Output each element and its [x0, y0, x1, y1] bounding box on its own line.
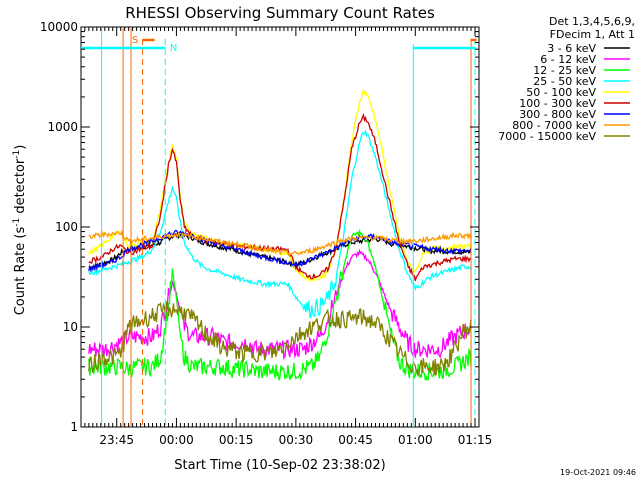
x-tick-label-6: 01:15 — [458, 433, 493, 447]
axes: 1 10 100 1000 10000 23:45 00:00 00:15 00:30 00:45… — [40, 20, 493, 447]
legend-label-2: 12 - 25 keV — [533, 64, 596, 77]
legend-label-8: 7000 - 15000 keV — [498, 130, 596, 143]
series-line-8 — [88, 300, 472, 376]
legend-label-7: 800 - 7000 keV — [512, 119, 596, 132]
saa-flag-label: S — [132, 35, 138, 46]
y-axis-label-exp1: -1 — [12, 218, 22, 227]
x-tick-label-3: 00:30 — [279, 433, 314, 447]
legend-label-5: 100 - 300 keV — [519, 97, 596, 110]
footer-date: 19-Oct-2021 09:46 — [560, 468, 636, 477]
y-axis-label-exp2: -1 — [12, 150, 22, 159]
legend-label-3: 25 - 50 keV — [533, 75, 596, 88]
series-line-5 — [88, 112, 472, 282]
x-tick-label-5: 01:00 — [398, 433, 433, 447]
night-flag-label: N — [170, 43, 177, 54]
y-tick-label-2: 100 — [55, 220, 78, 234]
y-axis-label-mid: detector — [13, 158, 28, 218]
x-tick-label-1: 00:00 — [159, 433, 194, 447]
legend: Det 1,3,4,5,6,9, FDecim 1, Att 1 3 - 6 k… — [498, 15, 635, 143]
legend-label-4: 50 - 100 keV — [526, 86, 596, 99]
y-axis-label-end: ) — [13, 145, 28, 150]
series-line-7 — [88, 229, 472, 257]
series-line-3 — [88, 129, 472, 319]
y-axis-label: Count Rate (s-1 detector-1) — [12, 145, 28, 316]
legend-header-line-1: Det 1,3,4,5,6,9, — [549, 15, 635, 28]
flags-layer: SN — [81, 27, 477, 427]
legend-label-6: 300 - 800 keV — [519, 108, 596, 121]
series-line-1 — [88, 248, 472, 361]
y-tick-label-3: 1000 — [47, 120, 78, 134]
y-axis-label-main: Count Rate (s — [13, 227, 28, 316]
series-layer — [88, 89, 472, 381]
chart-title: RHESSI Observing Summary Count Rates — [125, 4, 435, 22]
legend-label-1: 6 - 12 keV — [540, 53, 596, 66]
legend-header-line-2: FDecim 1, Att 1 — [550, 28, 635, 41]
y-tick-label-0: 1 — [70, 420, 78, 434]
legend-label-0: 3 - 6 keV — [547, 42, 596, 55]
x-tick-label-2: 00:15 — [219, 433, 254, 447]
y-tick-label-1: 10 — [63, 320, 78, 334]
x-tick-label-0: 23:45 — [99, 433, 134, 447]
x-axis-label: Start Time (10-Sep-02 23:38:02) — [174, 458, 385, 473]
x-tick-label-4: 00:45 — [338, 433, 373, 447]
y-tick-label-4: 10000 — [40, 20, 78, 34]
